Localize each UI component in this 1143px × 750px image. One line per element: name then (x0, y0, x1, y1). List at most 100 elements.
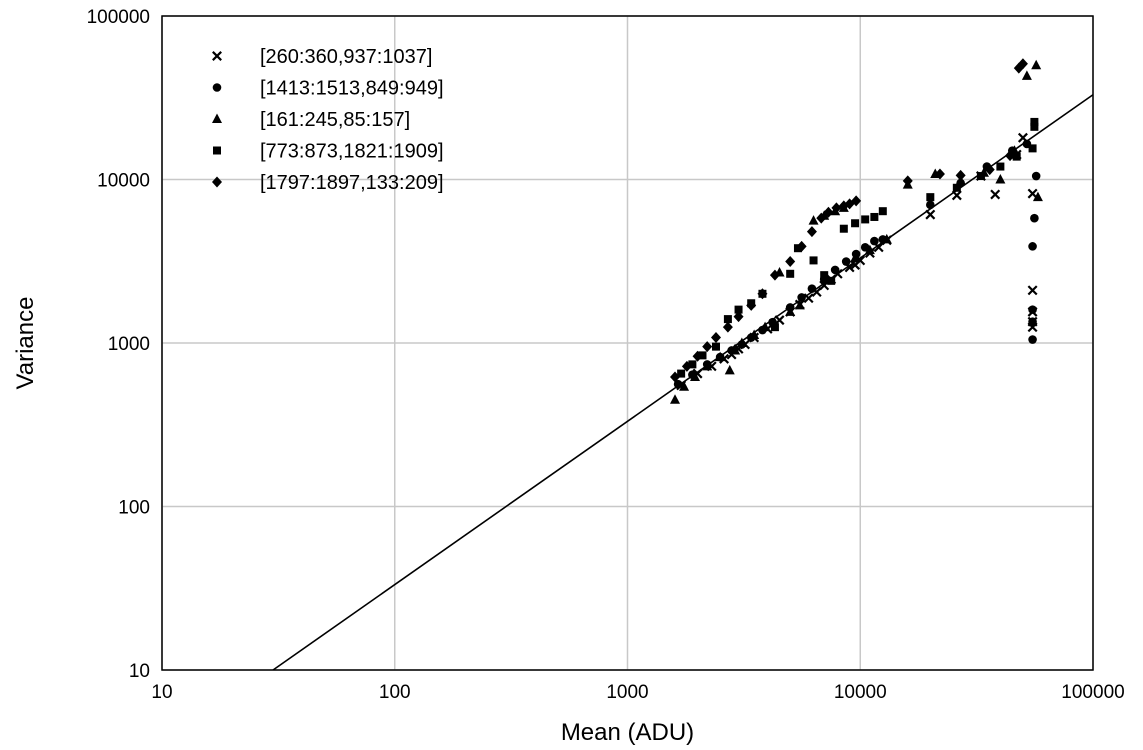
series-5-point (1017, 58, 1028, 70)
series-3-point (785, 306, 796, 316)
series-4-point (952, 183, 961, 192)
series-4-point (809, 256, 818, 265)
series-3-point (1031, 59, 1042, 70)
series-3-point (724, 364, 735, 375)
series-5-point (955, 169, 966, 181)
series-3-point (670, 394, 681, 404)
series-3-point (715, 351, 726, 362)
x-axis-ticks: 10 100 1000 10000 100000 (151, 682, 1124, 703)
x-tick-label: 100000 (1061, 682, 1124, 703)
series-4-point (861, 215, 870, 224)
data-points (670, 58, 1043, 404)
series-5-point (710, 332, 721, 344)
x-tick-label: 10000 (834, 682, 887, 703)
series-5-point (757, 288, 768, 300)
series-5-point (934, 168, 945, 180)
y-axis-ticks: 10 100 1000 10000 100000 (87, 7, 150, 682)
series-3-point (749, 329, 760, 339)
legend-entry: [1413:1513,849:949] (212, 78, 444, 100)
series-4-point (734, 305, 743, 314)
series-1-point (925, 209, 936, 220)
series-4-point (1028, 144, 1037, 153)
series-4-point (996, 162, 1005, 171)
series-2-point (673, 379, 683, 389)
series-5-point (746, 299, 757, 311)
legend-entry: [260:360,937:1037] (212, 46, 432, 68)
series-2-point (860, 242, 870, 252)
series-4-point (711, 342, 720, 351)
series-5-point (681, 360, 692, 372)
legend-entry: [773:873,1821:1909] (213, 141, 444, 163)
x-tick-label: 1000 (606, 682, 648, 703)
series-5-point (816, 212, 827, 224)
legend: [260:360,937:1037] [1413:1513,849:949] [16… (212, 46, 444, 194)
plot-frame (161, 15, 1094, 671)
series-2-point (841, 257, 851, 266)
series-5-point (722, 321, 733, 333)
legend-label: [1797:1897,133:209] (260, 172, 444, 194)
x-tick-label: 10 (151, 682, 172, 703)
series-2-point (870, 236, 879, 246)
y-tick-label: 10000 (97, 171, 150, 192)
series-3-point (995, 174, 1006, 184)
series-4-point (820, 271, 829, 280)
series-3-point (864, 244, 875, 255)
series-5-point (823, 206, 834, 218)
legend-marker (212, 51, 222, 61)
series-3-point (850, 252, 861, 263)
series-5-point (785, 256, 796, 268)
series-2-point (830, 265, 840, 275)
series-1-point (1027, 285, 1038, 296)
series-3-point (679, 381, 690, 391)
series-5-point (692, 350, 703, 362)
y-tick-label: 10 (129, 661, 150, 682)
x-tick-label: 100 (379, 682, 411, 703)
series-5-point (984, 164, 995, 176)
series-5-point (796, 240, 807, 252)
series-5-point (902, 175, 913, 187)
series-3-point (736, 337, 747, 347)
series-1-point (951, 190, 962, 201)
series-1-point (990, 189, 1001, 200)
series-4-point (839, 224, 848, 233)
series-3-point (1021, 70, 1032, 80)
series-2-point (1031, 171, 1041, 181)
series-5-point (806, 226, 817, 238)
series-2-point (1028, 317, 1037, 326)
series-4-point (723, 315, 732, 324)
series-5-point (670, 371, 681, 383)
series-5-point (851, 195, 862, 207)
legend-entry: [1797:1897,133:209] (212, 172, 444, 194)
series-5 (670, 58, 1028, 383)
series-4-point (976, 172, 985, 181)
legend-marker (212, 113, 222, 123)
series-4-point (770, 323, 779, 332)
legend-label: [1413:1513,849:949] (260, 78, 444, 100)
series-2-point (1028, 242, 1037, 251)
series-2-point (797, 293, 806, 302)
series-4-point (677, 369, 686, 378)
y-tick-label: 1000 (108, 334, 150, 355)
y-axis-label: Variance (12, 297, 39, 390)
series-2-point (1028, 335, 1037, 344)
series-3-point (730, 344, 741, 355)
legend-label: [260:360,937:1037] (260, 46, 432, 68)
series-5-point (1005, 150, 1016, 162)
series-3-point (690, 371, 701, 381)
series-4-point (1012, 152, 1021, 161)
series-2-point (1030, 213, 1039, 223)
series-4-point (698, 351, 707, 360)
series-3-point (808, 215, 819, 225)
series-3-point (881, 233, 892, 244)
series-5-point (769, 269, 780, 281)
series-4-point (926, 193, 935, 202)
series-1-point (803, 293, 814, 304)
series-3-point (1032, 191, 1043, 202)
series-1-point (1027, 188, 1038, 199)
y-tick-label: 100000 (87, 7, 150, 28)
series-5-point (702, 341, 713, 353)
legend-marker (212, 83, 222, 92)
series-4-point (827, 276, 836, 285)
